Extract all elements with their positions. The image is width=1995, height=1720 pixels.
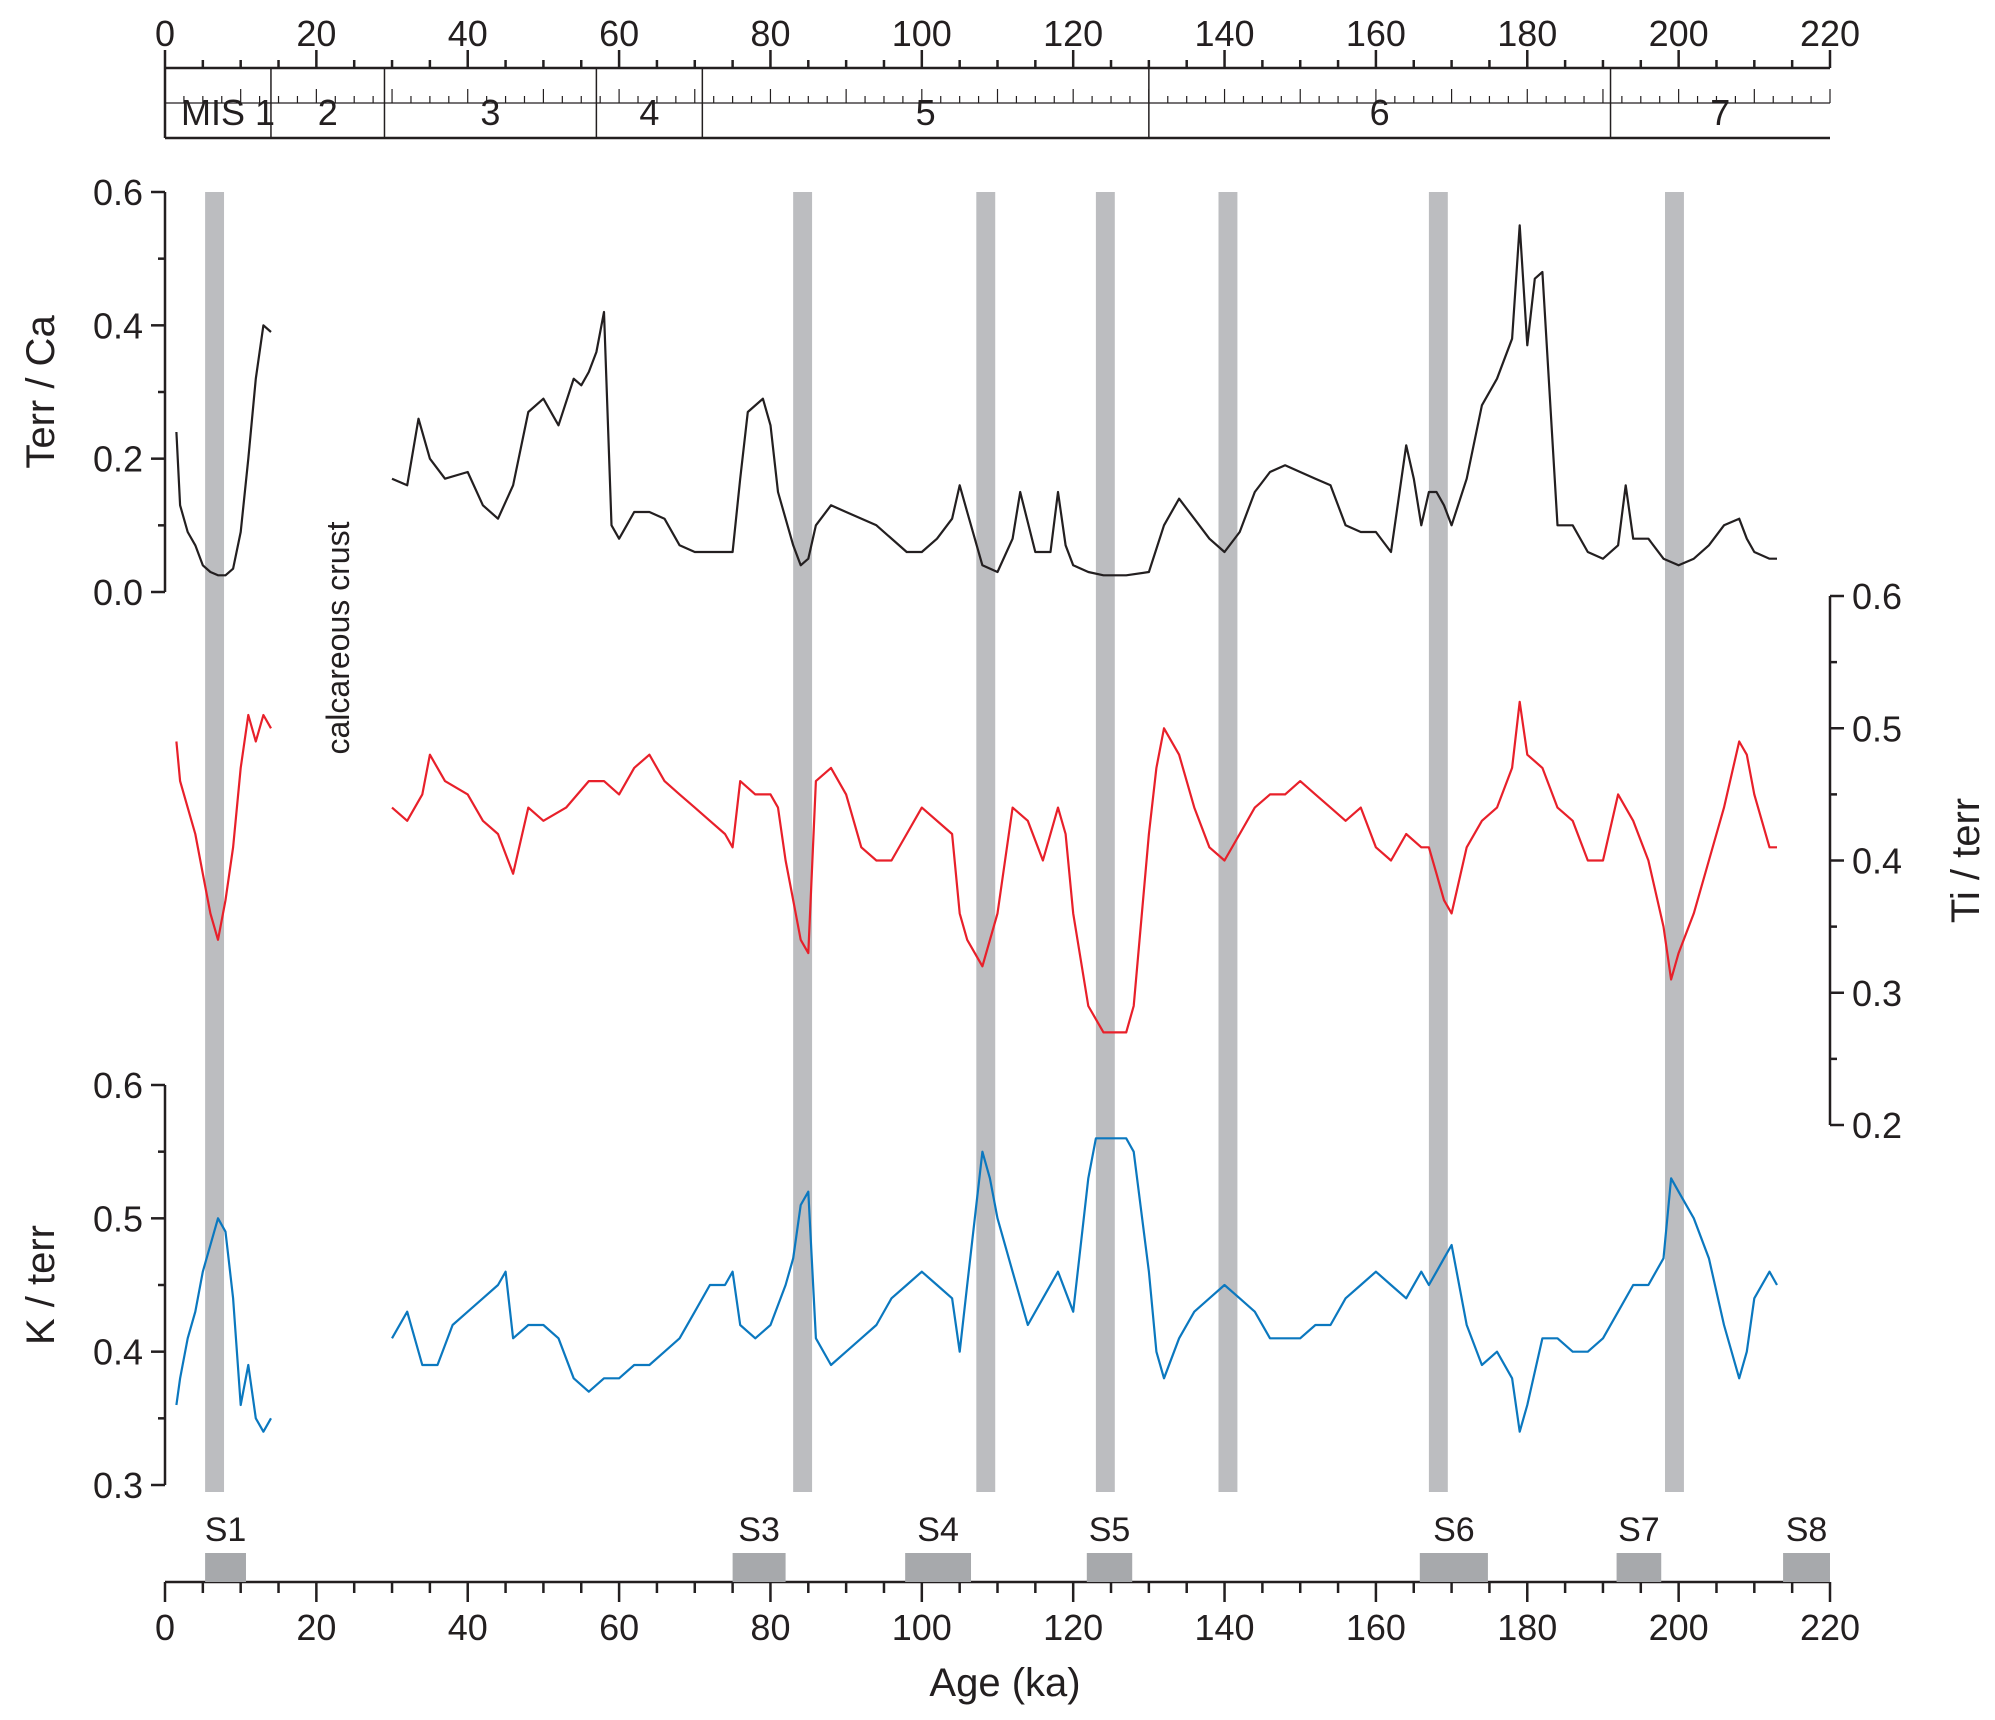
series-group	[175, 224, 1778, 1433]
sapropel-box	[1783, 1553, 1830, 1582]
series-line	[175, 713, 272, 941]
sapropel-label: S8	[1786, 1511, 1828, 1549]
mis-stage-label: 6	[1370, 92, 1390, 133]
sapropel-box	[905, 1553, 972, 1582]
x-tick-label: 120	[1043, 1607, 1103, 1648]
calcareous-crust-annotation: calcareous crust	[320, 521, 356, 754]
axes-group: 0.0 0.2 0.4 0.6 Terr / Ca 0.2 0.3 0.4 0.5 0.6 Ti /…	[19, 172, 1988, 1648]
y-tick-label: 0.6	[93, 1065, 143, 1106]
grey-band	[205, 192, 225, 1492]
top-x-tick-label: 20	[296, 13, 336, 54]
top-x-tick-label: 160	[1346, 13, 1406, 54]
mis-stage-label: 4	[639, 92, 659, 133]
y-tick-label: 0.4	[1852, 841, 1902, 882]
mis-stage-label: 7	[1710, 92, 1730, 133]
grey-band	[976, 192, 996, 1492]
series-line	[391, 700, 1777, 1034]
sapropel-box	[732, 1553, 786, 1582]
mis-stage-label: MIS 1	[181, 92, 275, 133]
grey-band	[793, 192, 813, 1492]
y-tick-label: 0.2	[1852, 1105, 1902, 1146]
x-axis-title: Age (ka)	[929, 1661, 1080, 1705]
grey-band	[1665, 192, 1684, 1492]
y-axis-title: K / terr	[19, 1225, 63, 1345]
x-tick-label: 220	[1800, 1607, 1860, 1648]
x-tick-label: 20	[296, 1607, 336, 1648]
x-tick-label: 80	[750, 1607, 790, 1648]
y-axis-title: Terr / Ca	[19, 315, 63, 469]
sapropel-label: S7	[1618, 1511, 1660, 1549]
sapropel-label: S3	[738, 1511, 780, 1549]
x-tick-label: 60	[599, 1607, 639, 1648]
sapropel-label: S5	[1089, 1511, 1131, 1549]
y-tick-label: 0.0	[93, 572, 143, 613]
x-tick-label: 140	[1195, 1607, 1255, 1648]
top-x-tick-label: 220	[1800, 13, 1860, 54]
top-x-tick-label: 60	[599, 13, 639, 54]
sapropel-box	[1616, 1553, 1662, 1582]
top-x-tick-label: 120	[1043, 13, 1103, 54]
mis-stage-label: 2	[318, 92, 338, 133]
grey-band	[1428, 192, 1448, 1492]
sapropel-box	[1086, 1553, 1133, 1582]
y-tick-label: 0.4	[93, 305, 143, 346]
mis-scale: 0 20 40 60 80 100 120 140 160 180 200 220 MIS 1 2 3 4 5 6…	[155, 13, 1860, 140]
x-tick-label: 160	[1346, 1607, 1406, 1648]
top-x-tick-label: 140	[1195, 13, 1255, 54]
x-tick-label: 180	[1497, 1607, 1557, 1648]
y-tick-label: 0.4	[93, 1332, 143, 1373]
mis-stage-label: 5	[916, 92, 936, 133]
top-x-tick-label: 180	[1497, 13, 1557, 54]
y-axis-title: Ti / terr	[1944, 798, 1988, 923]
y-tick-label: 0.6	[1852, 576, 1902, 617]
y-tick-label: 0.3	[93, 1465, 143, 1506]
sapropel-label: S6	[1433, 1511, 1475, 1549]
series-line	[175, 324, 272, 577]
top-x-tick-label: 40	[448, 13, 488, 54]
sapropel-box	[1419, 1553, 1488, 1582]
sapropel-label: S4	[917, 1511, 959, 1549]
x-tick-label: 40	[448, 1607, 488, 1648]
series-line	[391, 1137, 1778, 1433]
y-tick-label: 0.5	[93, 1198, 143, 1239]
y-tick-label: 0.6	[93, 172, 143, 213]
series-line	[391, 224, 1777, 577]
top-x-tick-label: 100	[892, 13, 952, 54]
sapropel-group: S1 S3 S4 S5 S6 S7 S8	[205, 1511, 1830, 1582]
y-tick-label: 0.5	[1852, 708, 1902, 749]
x-tick-label: 0	[155, 1607, 175, 1648]
top-x-tick-label: 80	[750, 13, 790, 54]
series-line	[175, 1217, 272, 1433]
sapropel-label: S1	[205, 1511, 247, 1549]
mis-stage-label: 3	[480, 92, 500, 133]
y-tick-label: 0.2	[93, 439, 143, 480]
sapropel-box	[205, 1553, 246, 1582]
top-x-tick-label: 200	[1649, 13, 1709, 54]
y-tick-label: 0.3	[1852, 973, 1902, 1014]
top-x-tick-label: 0	[155, 13, 175, 54]
x-tick-label: 100	[892, 1607, 952, 1648]
grey-band	[1095, 192, 1115, 1492]
grey-band	[1218, 192, 1238, 1492]
x-tick-label: 200	[1649, 1607, 1709, 1648]
